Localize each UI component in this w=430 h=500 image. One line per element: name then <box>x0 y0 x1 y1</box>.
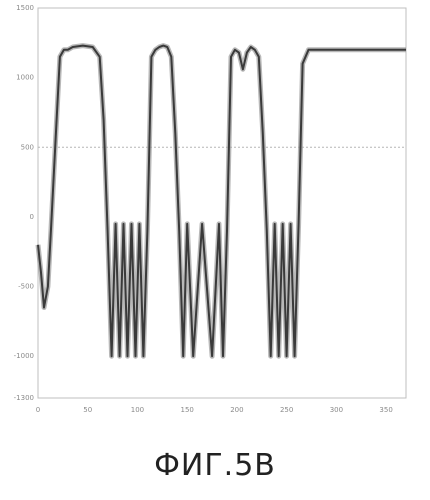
y-tick-label: 1500 <box>16 4 34 12</box>
y-tick-label: 0 <box>30 213 34 221</box>
line-chart: -1300 -1000 -500 0 500 1000 1500 0 50 100 150 200 2… <box>0 0 430 430</box>
y-tick-label: -1000 <box>14 352 34 360</box>
x-tick-label: 350 <box>379 406 392 414</box>
y-tick-label: 1000 <box>16 74 34 82</box>
y-axis: -1300 -1000 -500 0 500 1000 1500 <box>14 4 34 402</box>
x-tick-label: 50 <box>83 406 92 414</box>
y-tick-label: -1300 <box>14 394 34 402</box>
x-tick-label: 150 <box>181 406 194 414</box>
y-tick-label: -500 <box>18 283 34 291</box>
x-tick-label: 200 <box>230 406 243 414</box>
x-tick-label: 250 <box>280 406 293 414</box>
series-line <box>38 46 406 357</box>
x-tick-label: 100 <box>131 406 144 414</box>
y-tick-label: 500 <box>21 143 34 151</box>
x-tick-label: 0 <box>36 406 40 414</box>
x-tick-label: 300 <box>330 406 343 414</box>
figure-caption: ФИГ.5B <box>0 448 430 483</box>
x-axis: 0 50 100 150 200 250 300 350 <box>36 406 393 414</box>
